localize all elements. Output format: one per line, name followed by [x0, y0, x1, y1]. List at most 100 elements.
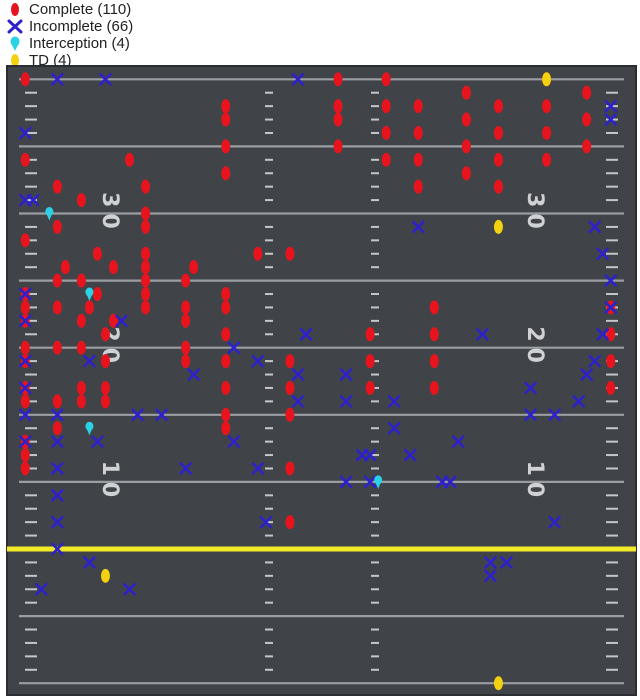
complete-marker — [221, 354, 231, 369]
complete-marker — [582, 85, 592, 100]
td-marker — [493, 219, 503, 234]
complete-marker — [52, 179, 62, 194]
incomplete-marker — [524, 408, 537, 422]
incomplete-marker — [18, 287, 32, 301]
legend-item-td[interactable]: TD (4) — [4, 52, 133, 69]
incomplete-marker — [387, 395, 401, 408]
incomplete-marker — [299, 327, 313, 341]
incomplete-marker — [51, 542, 64, 556]
complete-marker — [285, 407, 295, 422]
complete-marker — [413, 152, 423, 167]
complete-marker — [461, 112, 471, 127]
complete-marker — [221, 139, 231, 154]
complete-marker — [606, 380, 616, 395]
complete-marker — [285, 515, 295, 530]
yard-number: 10 — [522, 461, 547, 504]
incomplete-marker — [339, 475, 353, 489]
complete-marker — [542, 125, 552, 140]
incomplete-marker — [227, 435, 241, 448]
incomplete-marker — [524, 381, 537, 395]
complete-marker — [493, 99, 503, 114]
legend-item-incomplete[interactable]: Incomplete (66) — [4, 18, 133, 35]
incomplete-marker — [51, 462, 64, 475]
td-marker — [542, 72, 552, 87]
incomplete-marker — [227, 341, 241, 354]
incomplete-marker — [484, 569, 497, 583]
interception-marker — [374, 475, 383, 489]
incomplete-marker — [572, 395, 585, 408]
legend-label-incomplete: Incomplete (66) — [29, 18, 134, 35]
incomplete-marker — [476, 327, 489, 341]
incomplete-marker — [339, 368, 353, 381]
complete-marker — [606, 354, 616, 369]
yard-number: 30 — [97, 192, 122, 235]
complete-marker — [413, 179, 423, 194]
incomplete-marker — [339, 395, 353, 408]
incomplete-marker — [99, 73, 112, 86]
complete-marker — [52, 421, 62, 436]
complete-marker — [20, 300, 30, 315]
incomplete-marker — [187, 368, 200, 381]
complete-marker — [253, 246, 263, 261]
chart-marks — [18, 72, 618, 691]
interception-marker — [85, 421, 94, 436]
complete-marker — [285, 461, 295, 476]
complete-marker — [76, 273, 86, 288]
complete-marker — [100, 380, 110, 395]
complete-marker — [365, 354, 375, 369]
yard-number: 30 — [522, 192, 547, 235]
complete-marker — [125, 152, 135, 167]
complete-marker — [100, 354, 110, 369]
incomplete-marker — [548, 408, 561, 422]
complete-marker — [381, 99, 391, 114]
complete-marker — [429, 380, 439, 395]
field-border — [6, 65, 637, 696]
complete-marker — [181, 300, 191, 315]
complete-marker — [542, 99, 552, 114]
incomplete-marker — [291, 368, 305, 381]
incomplete-marker — [51, 73, 64, 86]
incomplete-marker — [596, 247, 609, 261]
incomplete-marker — [580, 368, 593, 381]
incomplete-marker — [251, 462, 265, 475]
legend-item-complete[interactable]: Complete (110) — [4, 1, 133, 18]
complete-marker — [141, 206, 151, 221]
incomplete-marker — [363, 448, 377, 462]
incomplete-marker — [18, 354, 32, 368]
incomplete-marker — [51, 408, 64, 422]
complete-marker — [20, 448, 30, 463]
incomplete-marker — [291, 395, 305, 408]
incomplete-marker — [131, 408, 144, 422]
incomplete-marker — [363, 475, 377, 489]
incomplete-marker — [18, 126, 32, 140]
incomplete-marker — [604, 301, 618, 314]
complete-marker — [141, 219, 151, 234]
complete-marker — [381, 152, 391, 167]
complete-marker — [141, 287, 151, 302]
complete-marker — [221, 380, 231, 395]
complete-marker — [542, 152, 552, 167]
yellow-oval-icon — [11, 54, 19, 67]
complete-marker — [381, 125, 391, 140]
legend-item-interception[interactable]: Interception (4) — [4, 35, 133, 52]
incomplete-marker — [403, 448, 417, 462]
incomplete-marker — [123, 582, 136, 596]
complete-marker — [92, 246, 102, 261]
complete-marker — [20, 340, 30, 355]
complete-marker — [76, 340, 86, 355]
yard-number: 10 — [97, 461, 122, 504]
complete-marker — [493, 125, 503, 140]
incomplete-marker — [51, 489, 64, 502]
legend-label-complete: Complete (110) — [29, 1, 132, 18]
complete-marker — [100, 394, 110, 409]
field-background — [7, 66, 636, 695]
complete-marker — [221, 166, 231, 181]
legend-label-td: TD (4) — [29, 52, 72, 69]
td-marker — [100, 568, 110, 583]
incomplete-marker — [18, 408, 32, 422]
incomplete-marker — [452, 435, 465, 448]
incomplete-marker — [26, 193, 40, 207]
complete-marker — [365, 380, 375, 395]
